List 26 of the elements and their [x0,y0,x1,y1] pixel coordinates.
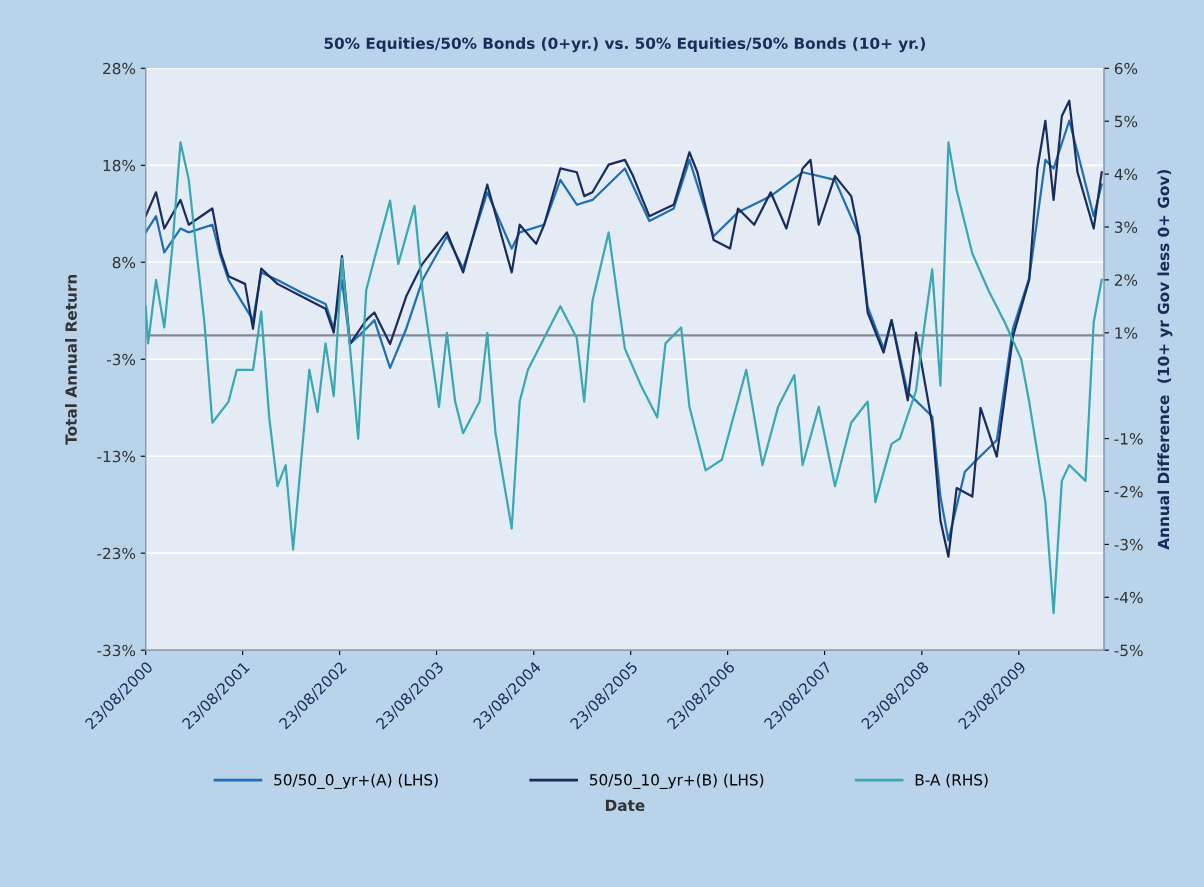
y2-axis-title: Annual Difference (10+ yr Gov less 0+ Gov) [1157,170,1173,550]
y-tick-label: 28% [103,62,136,75]
line-series [145,141,1103,615]
y2-tick-label: -2% [1114,485,1143,498]
y2-tick-label: -1% [1114,433,1143,445]
y-tick-label: 18% [103,159,136,172]
y-tick-label: 8% [112,256,136,269]
y2-tick-label: 4% [1114,168,1138,181]
y2-tick-label: -5% [1114,644,1143,657]
y-tick-label: -13% [97,450,136,463]
y-axis-title: Total Annual Return [65,274,77,445]
y-tick-label: -33% [97,644,136,657]
x-axis-title: Date [605,799,645,812]
chart-title: 50% Equities/50% Bonds (0+yr.) vs. 50% Equities/50% Bonds (10+ yr.) [324,37,925,53]
y2-tick-label: 1% [1115,327,1138,339]
y2-tick-label: 3% [1114,221,1138,234]
y-tick-label: -3% [106,353,136,366]
y2-tick-label: 5% [1114,115,1138,128]
y2-tick-label: -4% [1114,591,1143,604]
legend-label: 50/50_0_yr+(A) (LHS) [274,773,438,789]
y2-tick-label: -3% [1114,538,1143,551]
legend-label: B-A (RHS) [915,773,988,788]
y2-tick-label: 2% [1114,274,1138,286]
y2-tick-label: 6% [1114,62,1138,75]
legend-label: 50/50_10_yr+(B) (LHS) [589,773,764,789]
y-tick-label: -23% [97,547,136,560]
